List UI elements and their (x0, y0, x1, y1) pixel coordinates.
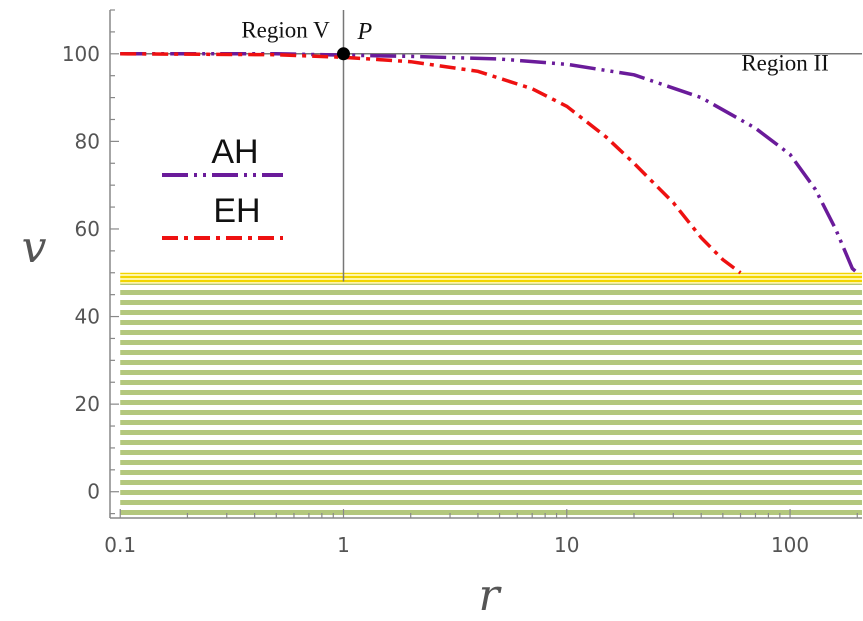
yellow-boundary-band (120, 272, 863, 284)
legend-label-eh: EH (213, 192, 260, 230)
y-axis-title: v (22, 222, 47, 273)
y-tick-label: 20 (75, 392, 100, 416)
green-band (120, 281, 863, 518)
x-tick-label: 100 (771, 533, 809, 557)
y-tick-label: 60 (75, 217, 100, 241)
y-tick-label: 0 (87, 480, 100, 504)
y-tick-label: 40 (75, 305, 100, 329)
x-axis-title: r (478, 570, 502, 621)
annotation-region-v: Region V (241, 18, 330, 43)
x-tick-label: 1 (337, 533, 350, 557)
y-tick-label: 80 (75, 129, 100, 153)
y-tick-label: 100 (62, 42, 100, 66)
point-p-marker (336, 47, 350, 61)
legend-label-ah: AH (211, 133, 258, 171)
annotation-region-ii: Region II (741, 51, 829, 76)
point-p-label: P (356, 19, 372, 45)
legend: AH EH (162, 133, 283, 240)
x-tick-label: 10 (554, 533, 579, 557)
x-tick-label: 0.1 (104, 533, 136, 557)
series-eh-line (120, 52, 742, 275)
series-ah-line (120, 52, 859, 275)
